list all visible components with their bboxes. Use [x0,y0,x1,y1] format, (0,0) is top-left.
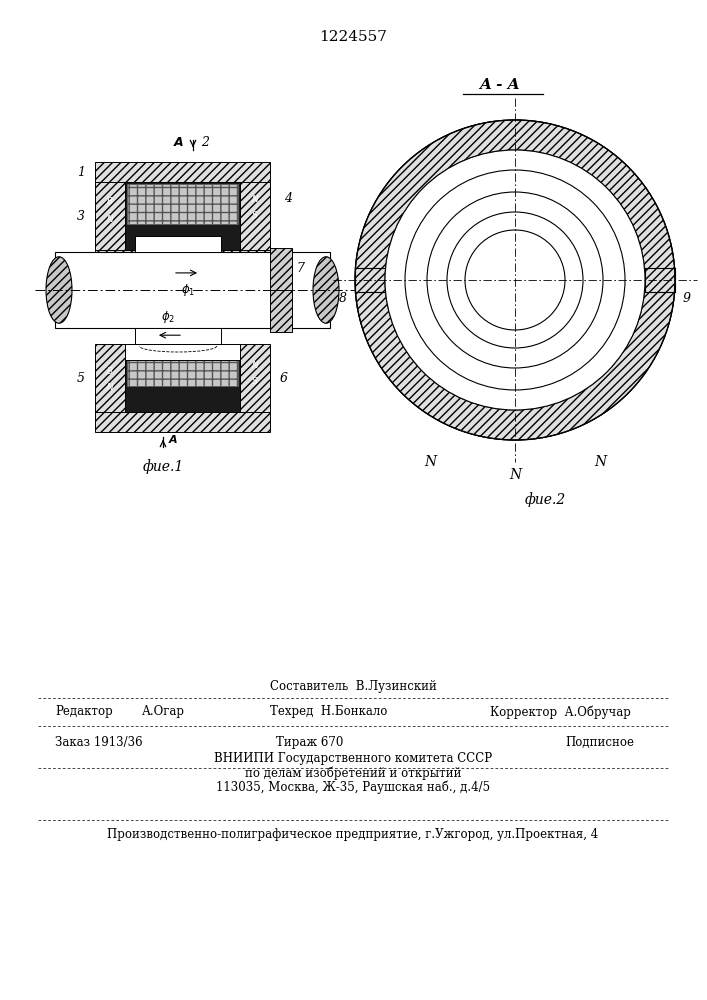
Bar [95,344,125,412]
Bar [270,290,292,332]
Text: N: N [509,468,521,482]
Bar [95,250,270,270]
Bar [270,248,292,290]
Bar [127,346,238,386]
Bar [95,162,270,182]
Text: S: S [252,212,258,221]
Circle shape [405,170,625,390]
Text: A: A [169,435,177,445]
Text: S: S [531,358,539,371]
Text: $\phi_1$: $\phi_1$ [181,282,195,298]
Wedge shape [355,120,675,440]
Text: по делам изобретений и открытий: по делам изобретений и открытий [245,766,461,780]
Text: 6: 6 [280,371,288,384]
Text: Составитель  В.Лузинский: Составитель В.Лузинский [269,680,436,693]
Text: B: B [107,367,113,376]
Bar [125,344,240,360]
Circle shape [465,230,565,330]
Text: Корректор  А.Обручар: Корректор А.Обручар [490,705,631,719]
Text: 9: 9 [683,292,691,304]
Bar [135,328,221,344]
Text: B: B [107,198,113,207]
Text: N: N [107,216,113,225]
Bar [95,182,125,250]
Bar [135,236,221,252]
Text: ВНИИПИ Государственного комитета СССР: ВНИИПИ Государственного комитета СССР [214,752,492,765]
Text: 4: 4 [284,192,292,205]
Circle shape [427,192,603,368]
Ellipse shape [313,257,339,323]
Text: 3: 3 [77,210,85,223]
Text: 2: 2 [201,136,209,149]
Text: 5: 5 [77,371,85,384]
Bar [125,250,240,266]
Text: 1: 1 [77,165,85,178]
Text: Редактор: Редактор [55,706,112,718]
Bar [95,412,270,432]
Text: N: N [252,361,258,370]
Text: фие.1: фие.1 [142,459,184,474]
Text: A: A [174,136,184,149]
Text: A - A: A - A [479,78,520,92]
Circle shape [447,212,583,348]
Circle shape [385,150,645,410]
Bar [55,252,330,328]
Text: Заказ 1913/36: Заказ 1913/36 [55,736,143,749]
Bar [125,344,240,412]
Text: S: S [252,377,258,386]
Circle shape [355,120,675,440]
Text: Подписное: Подписное [565,736,634,749]
Text: 7: 7 [296,261,304,274]
Bar [240,182,270,250]
Text: 5: 5 [483,358,491,371]
Text: N: N [594,455,606,469]
Text: 1224557: 1224557 [319,30,387,44]
Bar [240,344,270,412]
Bar [645,268,682,292]
Text: N: N [107,383,113,392]
Bar [125,182,240,250]
Text: 6: 6 [499,370,507,383]
Text: $\phi_2$: $\phi_2$ [161,309,175,325]
Text: Производственно-полиграфическое предприятие, г.Ужгород, ул.Проектная, 4: Производственно-полиграфическое предприя… [107,828,599,841]
Text: Техред  Н.Бонкало: Техред Н.Бонкало [270,706,387,718]
Text: N: N [252,196,258,205]
Text: А.Огар: А.Огар [142,706,185,718]
Ellipse shape [46,257,72,323]
Text: N: N [424,455,436,469]
Text: фие.2: фие.2 [525,492,566,507]
Text: 8: 8 [339,292,347,304]
Text: 113035, Москва, Ж-35, Раушская наб., д.4/5: 113035, Москва, Ж-35, Раушская наб., д.4… [216,780,490,794]
Bar [353,268,390,292]
Text: Тираж 670: Тираж 670 [276,736,344,749]
Bar [127,184,238,224]
